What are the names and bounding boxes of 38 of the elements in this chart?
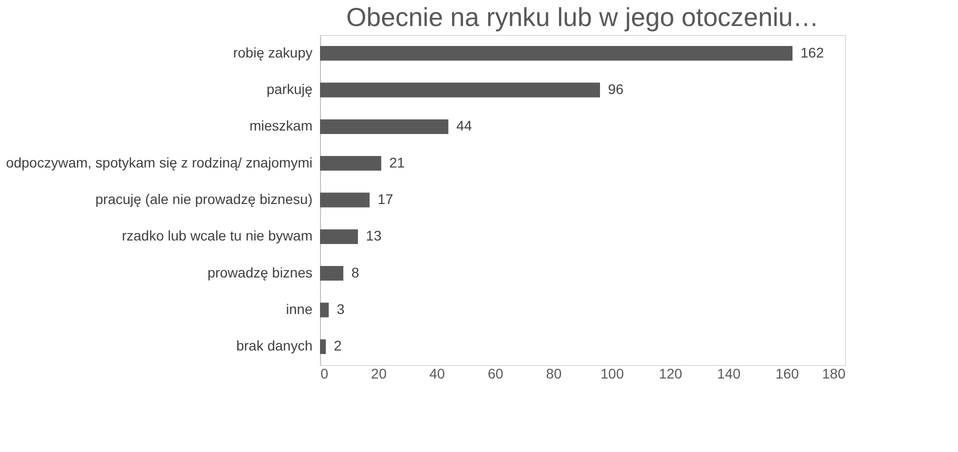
bar	[320, 119, 448, 134]
y-tick-label: pracuję (ale nie prowadzę biznesu)	[95, 191, 312, 207]
x-tick-label: 0	[320, 366, 328, 382]
y-tick-label: mieszkam	[249, 118, 312, 134]
data-label: 96	[608, 81, 624, 97]
y-tick-label: parkuję	[266, 81, 313, 97]
x-tick-label: 180	[822, 366, 846, 382]
x-tick-label: 80	[546, 366, 562, 382]
x-tick-label: 60	[488, 366, 504, 382]
y-tick-label: robię zakupy	[233, 44, 312, 60]
data-label: 44	[456, 118, 472, 134]
x-tick-label: 100	[600, 366, 624, 382]
y-tick-label: odpoczywam, spotykam się z rodziną/ znajomymi	[6, 154, 312, 170]
data-label: 21	[389, 154, 406, 170]
data-label: 3	[336, 301, 345, 317]
x-tick-label: 20	[371, 366, 387, 382]
bar	[320, 46, 792, 61]
y-tick-label: rzadko lub wcale tu nie bywam	[122, 228, 312, 244]
data-label: 13	[366, 228, 382, 244]
x-tick-label: 120	[658, 366, 682, 382]
bar	[320, 156, 382, 171]
x-tick-label: 140	[717, 366, 741, 382]
bar	[320, 82, 600, 98]
bar	[320, 339, 326, 354]
bar	[320, 192, 370, 208]
data-label: 162	[800, 44, 824, 60]
data-label: 8	[351, 264, 360, 280]
y-tick-label: inne	[286, 301, 313, 317]
x-tick-label: 160	[775, 366, 800, 382]
bar	[320, 302, 329, 318]
y-tick-label: prowadzę biznes	[207, 264, 312, 280]
x-tick-label: 40	[429, 366, 446, 382]
data-label: 17	[378, 191, 394, 207]
bar	[320, 266, 344, 281]
data-label: 2	[334, 338, 342, 354]
bar	[320, 229, 358, 244]
y-tick-label: brak danych	[236, 338, 312, 354]
chart-title: Obecnie na rynku lub w jego otoczeniu…	[346, 2, 819, 32]
